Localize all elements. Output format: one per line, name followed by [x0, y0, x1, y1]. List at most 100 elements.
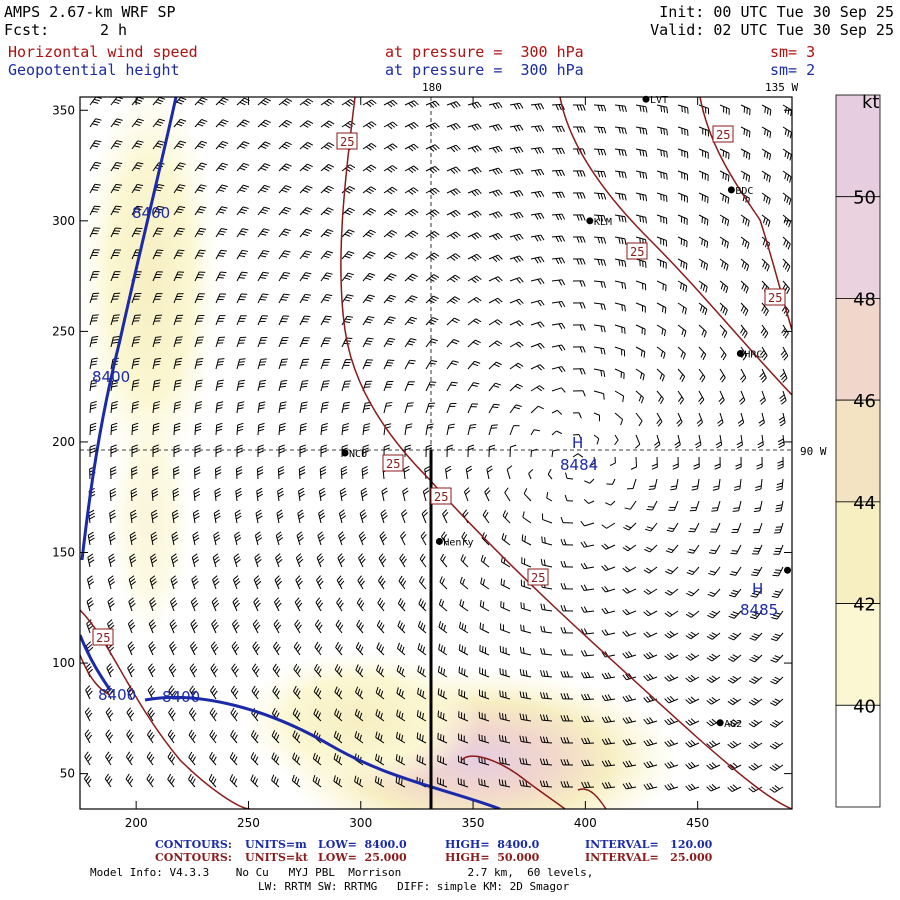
wind-barb-flag: [112, 232, 119, 235]
wind-barb-flag: [711, 784, 717, 789]
wind-barb: [341, 164, 351, 172]
wind-barb-flag: [664, 784, 669, 791]
wind-barb-flag: [153, 422, 160, 426]
wind-barb-flag: [740, 327, 744, 334]
wind-barb-flag: [485, 490, 491, 496]
wind-barb: [376, 670, 385, 678]
wind-barb-flag: [336, 710, 340, 717]
wind-barb-flag: [171, 690, 177, 696]
wind-barb: [698, 324, 707, 333]
wind-barb-flag: [273, 710, 278, 716]
wind-barb-flag: [751, 699, 757, 704]
wind-barb-flag: [603, 149, 607, 156]
wind-barb-flag: [621, 304, 623, 311]
wind-barb-flag: [301, 299, 308, 301]
wind-barb: [358, 535, 364, 546]
wind-barb: [698, 170, 709, 176]
wind-barb-flag: [167, 751, 172, 758]
wind-barb-flag: [664, 698, 670, 704]
wind-barb-flag: [580, 563, 585, 570]
wind-barb-flag: [401, 624, 406, 631]
wind-barb: [150, 557, 154, 568]
wind-barb: [632, 478, 637, 489]
wind-barb-flag: [730, 592, 737, 596]
wind-barb-flag: [115, 227, 122, 229]
wind-barb-flag: [362, 447, 369, 451]
wind-barb-flag: [111, 404, 118, 407]
wind-barb-flag: [129, 553, 135, 558]
wind-barb: [551, 191, 563, 194]
wind-barb-flag: [323, 277, 330, 280]
wind-barb-flag: [561, 235, 566, 242]
wind-barb-flag: [787, 130, 790, 137]
wind-barb-flag: [286, 141, 292, 146]
wind-barb-flag: [337, 622, 342, 628]
wind-barb-flag: [533, 429, 540, 432]
wind-barb: [334, 713, 343, 722]
wind-barb-flag: [234, 712, 239, 719]
wind-barb-flag: [622, 718, 627, 724]
wind-barb-flag: [733, 507, 740, 510]
wind-barb-flag: [534, 104, 539, 111]
wind-barb-flag: [745, 287, 749, 294]
wind-barb-flag: [107, 666, 113, 672]
wind-barb-flag: [260, 211, 267, 215]
wind-barb-flag: [174, 404, 181, 407]
wind-barb-flag: [766, 130, 769, 137]
wind-barb: [211, 623, 217, 634]
wind-barb: [253, 579, 259, 590]
wind-barb-flag: [759, 350, 765, 356]
wind-barb: [397, 648, 406, 656]
wind-barb-flag: [751, 656, 758, 661]
wind-barb: [521, 718, 532, 722]
wind-barb-flag: [174, 425, 181, 429]
wind-barb-flag: [133, 211, 140, 213]
wind-barb: [698, 346, 707, 355]
wind-barb-flag: [711, 510, 718, 512]
wind-barb: [635, 126, 646, 130]
wind-barb-flag: [91, 379, 98, 382]
wind-barb-flag: [87, 578, 94, 583]
wind-barb-flag: [365, 299, 372, 302]
wind-barb-flag: [131, 450, 138, 454]
wind-barb-flag: [192, 556, 199, 561]
wind-barb-flag: [622, 395, 625, 403]
wind-barb-flag: [542, 736, 546, 743]
wind-barb-flag: [344, 277, 351, 281]
wind-barb: [425, 274, 435, 282]
wind-barb-flag: [670, 783, 675, 789]
wind-barb-flag: [698, 396, 703, 403]
wind-barb-flag: [86, 709, 91, 716]
wind-barb: [736, 522, 742, 533]
wind-barb: [509, 362, 519, 370]
wind-barb-flag: [157, 227, 164, 230]
wind-barb-flag: [295, 666, 300, 672]
wind-barb-flag: [149, 644, 155, 649]
wind-barb: [521, 763, 532, 766]
wind-barb-flag: [452, 189, 459, 195]
wind-barb-flag: [495, 146, 500, 153]
wind-barb-flag: [600, 348, 603, 355]
wind-barb-flag: [622, 588, 628, 594]
wind-barb: [551, 366, 562, 370]
wind-barb-flag: [770, 659, 777, 663]
wind-barb-flag: [242, 228, 249, 231]
wind-barb-flag: [428, 299, 435, 304]
height-contours: [80, 97, 501, 809]
speed-label: 25: [764, 288, 786, 306]
wind-barb: [677, 390, 684, 400]
wind-barb-flag: [719, 374, 725, 381]
wind-barb: [320, 207, 329, 216]
wind-barb: [698, 368, 706, 378]
wind-barb-flag: [664, 676, 670, 682]
wind-barb-flag: [130, 537, 137, 542]
wind-barb-flag: [784, 263, 789, 270]
wind-barb-flag: [318, 509, 324, 514]
wind-barb-flag: [718, 422, 724, 427]
wind-barb-flag: [624, 305, 626, 312]
wind-barb-flag: [396, 687, 399, 694]
wind-barb-flag: [601, 738, 606, 745]
wind-barb-flag: [667, 675, 673, 681]
wind-barb-flag: [175, 382, 182, 385]
